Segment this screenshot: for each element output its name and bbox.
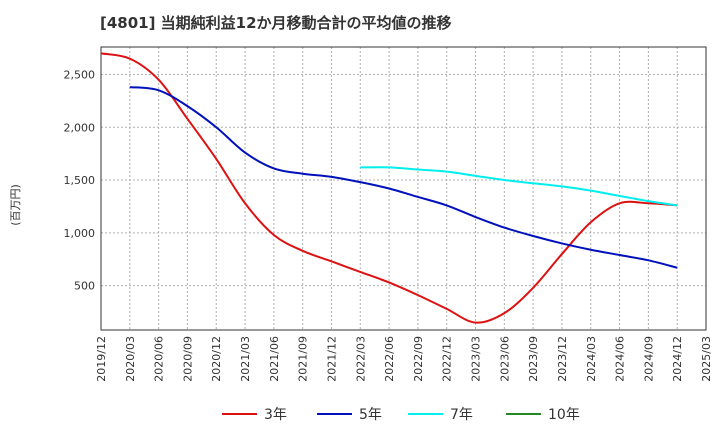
- x-tick-label: 2020/03: [124, 336, 137, 382]
- y-tick-label: 1,000: [64, 227, 96, 240]
- x-tick-label: 2024/09: [642, 336, 655, 382]
- x-tick-label: 2021/09: [297, 336, 310, 382]
- y-tick-labels: 500 1,000 1,500 2,000 2,500: [64, 68, 96, 292]
- x-tick-label: 2021/06: [268, 336, 281, 382]
- series-line-3年: [100, 52, 678, 324]
- legend: 3年 5年 7年 10年: [222, 407, 580, 423]
- legend-label: 7年: [450, 407, 473, 423]
- y-axis-label: (百万円): [9, 184, 22, 226]
- x-tick-label: 2021/12: [325, 336, 338, 382]
- grid-lines: [100, 47, 707, 330]
- x-tick-label: 2024/03: [585, 336, 598, 382]
- legend-label: 5年: [359, 407, 382, 423]
- series-line-7年: [360, 166, 678, 207]
- x-tick-label: 2024/12: [671, 336, 684, 382]
- y-tick-label: 2,500: [64, 68, 96, 81]
- x-tick-label: 2025/03: [700, 336, 713, 382]
- x-tick-label: 2022/06: [383, 336, 396, 382]
- y-tick-label: 500: [74, 280, 95, 293]
- x-tick-label: 2022/03: [354, 336, 367, 382]
- legend-label: 10年: [548, 407, 580, 423]
- x-tick-label: 2020/06: [153, 336, 166, 382]
- x-tick-label: 2023/03: [470, 336, 483, 382]
- y-tick-label: 2,000: [64, 121, 96, 134]
- x-tick-label: 2020/09: [181, 336, 194, 382]
- x-tick-label: 2024/06: [614, 336, 627, 382]
- x-tick-label: 2023/09: [527, 336, 540, 382]
- x-tick-label: 2023/12: [556, 336, 569, 382]
- x-tick-labels: 2019/12 2020/03 2020/06 2020/09 2020/12 2021/…: [95, 336, 713, 382]
- legend-label: 3年: [264, 407, 287, 423]
- chart-title: [4801] 当期純利益12か月移動合計の平均値の推移: [100, 14, 452, 32]
- plot-area: [100, 46, 707, 331]
- x-tick-label: 2019/12: [95, 336, 108, 382]
- x-tick-label: 2021/03: [239, 336, 252, 382]
- series-line-5年: [129, 86, 678, 269]
- x-tick-label: 2020/12: [210, 336, 223, 382]
- y-tick-label: 1,500: [64, 174, 96, 187]
- x-tick-label: 2023/06: [498, 336, 511, 382]
- x-tick-label: 2022/09: [412, 336, 425, 382]
- series-lines: [100, 52, 678, 324]
- x-tick-label: 2022/12: [441, 336, 454, 382]
